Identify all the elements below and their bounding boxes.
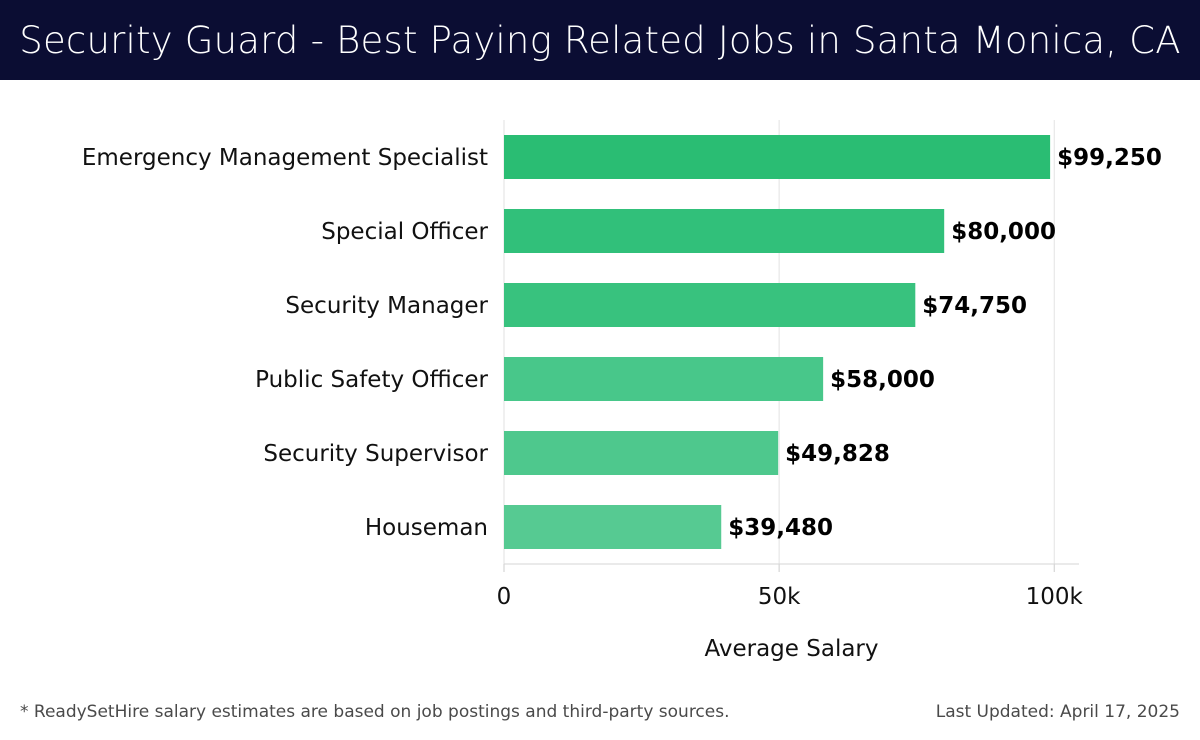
x-axis-title: Average Salary xyxy=(704,636,878,662)
bar xyxy=(504,357,824,401)
value-label: $80,000 xyxy=(951,219,1056,245)
page-title: Security Guard - Best Paying Related Job… xyxy=(19,18,1181,62)
category-label: Public Safety Officer xyxy=(255,367,488,393)
category-label: Security Supervisor xyxy=(263,441,488,467)
bar xyxy=(504,135,1051,179)
x-tick-label: 100k xyxy=(1026,584,1084,610)
bar xyxy=(504,283,916,327)
value-label: $39,480 xyxy=(728,515,833,541)
header-bar: Security Guard - Best Paying Related Job… xyxy=(0,0,1200,80)
value-label: $49,828 xyxy=(785,441,890,467)
bar xyxy=(504,505,722,549)
salary-bar-chart: 0 50k 100k Emergency Management Specialist… xyxy=(82,120,1162,662)
value-label: $58,000 xyxy=(830,367,935,393)
value-label: $99,250 xyxy=(1057,145,1162,171)
category-label: Security Manager xyxy=(285,293,488,319)
footer-disclaimer: * ReadySetHire salary estimates are base… xyxy=(20,702,730,722)
category-label: Houseman xyxy=(365,515,488,541)
labels: Emergency Management Specialist $99,250 Sp… xyxy=(82,145,1162,541)
x-tick-label: 50k xyxy=(758,584,801,610)
value-label: $74,750 xyxy=(922,293,1027,319)
category-label: Emergency Management Specialist xyxy=(82,145,488,171)
bars xyxy=(504,135,1051,549)
category-label: Special Officer xyxy=(321,219,488,245)
grid-lines xyxy=(503,120,1055,564)
bar xyxy=(504,209,945,253)
x-tick-label: 0 xyxy=(497,584,512,610)
x-axis: 0 50k 100k xyxy=(497,563,1084,610)
bar xyxy=(504,431,779,475)
footer-last-updated: Last Updated: April 17, 2025 xyxy=(935,702,1180,722)
